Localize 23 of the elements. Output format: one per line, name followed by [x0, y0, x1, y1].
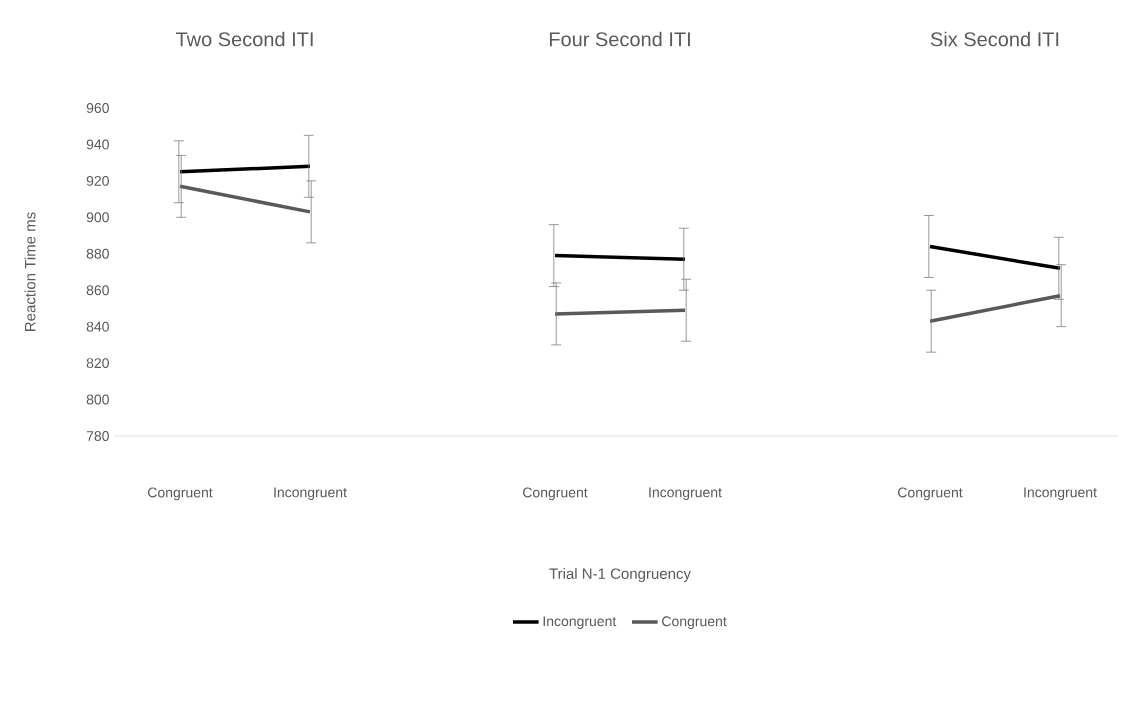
x-tick-label: Incongruent [1024, 487, 1097, 501]
legend-label: Congruent [662, 616, 727, 630]
x-axis-title: Trial N-1 Congruency [549, 568, 691, 582]
y-tick-label: 900 [86, 212, 109, 223]
chart-title: Two Second ITI [175, 31, 313, 47]
y-tick-label: 800 [86, 394, 109, 405]
x-tick-label: Congruent [523, 487, 588, 501]
y-tick-label: 780 [86, 431, 109, 441]
x-tick-label: Congruent [148, 487, 213, 501]
y-tick-label: 960 [86, 103, 109, 113]
x-tick-label: Incongruent [274, 487, 347, 501]
y-axis-title: Reaction Time ms [24, 212, 36, 331]
y-tick-label: 920 [86, 175, 109, 186]
x-tick-label: Congruent [898, 487, 963, 501]
y-tick-label: 940 [86, 139, 109, 150]
legend-label: Incongruent [543, 616, 617, 629]
y-tick-label: 820 [86, 358, 109, 369]
x-tick-label: Incongruent [649, 487, 722, 501]
y-tick-label: 880 [86, 248, 109, 259]
chart-title: Four Second ITI [549, 31, 690, 47]
chart-title: Six Second ITI [930, 31, 1059, 47]
y-tick-label: 860 [86, 285, 109, 296]
y-tick-label: 840 [86, 321, 109, 332]
